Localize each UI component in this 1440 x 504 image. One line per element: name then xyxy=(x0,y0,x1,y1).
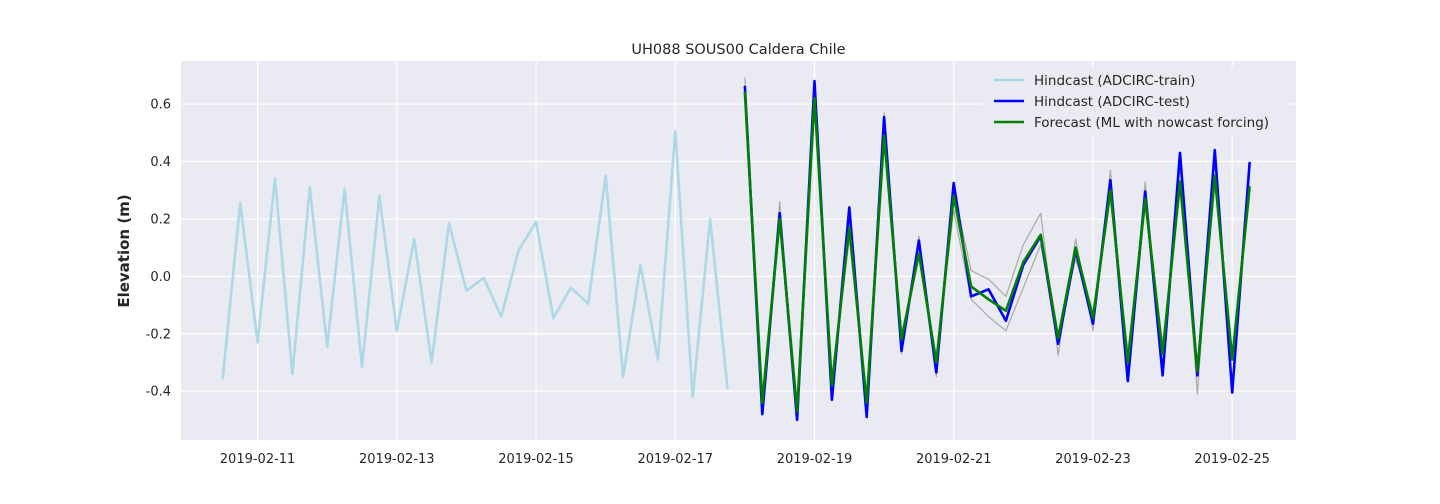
series-layer xyxy=(221,77,1251,422)
x-tick-label: 2019-02-23 xyxy=(1055,452,1131,467)
y-tick-label: 0.0 xyxy=(150,270,171,285)
x-tick-label: 2019-02-11 xyxy=(220,452,296,467)
y-tick-label: 0.4 xyxy=(150,155,171,170)
y-axis-label: Elevation (m) xyxy=(115,194,133,307)
x-tick-label: 2019-02-21 xyxy=(916,452,992,467)
legend: Hindcast (ADCIRC-train) Hindcast (ADCIRC-… xyxy=(982,67,1290,136)
x-tick-label: 2019-02-13 xyxy=(359,452,435,467)
legend-label: Hindcast (ADCIRC-train) xyxy=(1034,73,1195,89)
y-tick-label: -0.2 xyxy=(146,327,171,342)
series-line-forecast-ml-with-nowcast-forcing xyxy=(743,91,1251,413)
series-line-hindcast-adcirc-train xyxy=(221,130,729,399)
x-tick-label: 2019-02-25 xyxy=(1194,452,1270,467)
x-tick-label: 2019-02-17 xyxy=(637,452,713,467)
legend-label: Forecast (ML with nowcast forcing) xyxy=(1034,115,1269,131)
y-tick-label: -0.4 xyxy=(146,385,171,400)
x-axis: 2019-02-11 2019-02-13 2019-02-15 2019-02-17… xyxy=(220,452,1270,467)
y-tick-label: 0.2 xyxy=(150,212,171,227)
chart-title: UH088 SOUS00 Caldera Chile xyxy=(631,42,845,58)
legend-label: Hindcast (ADCIRC-test) xyxy=(1034,94,1190,110)
legend-box xyxy=(982,67,1290,136)
y-tick-label: 0.6 xyxy=(150,98,171,113)
x-tick-label: 2019-02-19 xyxy=(777,452,853,467)
x-tick-label: 2019-02-15 xyxy=(498,452,574,467)
y-axis: 0.6 0.4 0.2 0.0 -0.2 -0.4 xyxy=(146,98,171,400)
